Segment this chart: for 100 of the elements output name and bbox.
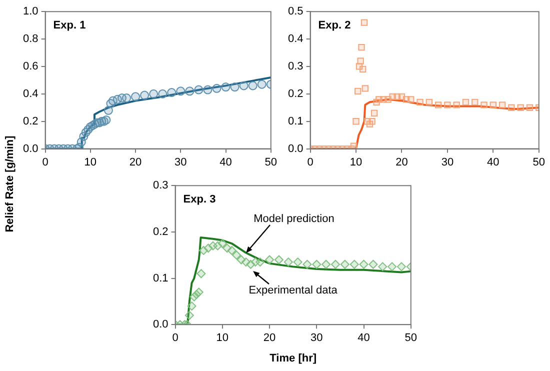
point bbox=[196, 269, 206, 278]
x-tick-label: 30 bbox=[441, 156, 454, 168]
point bbox=[239, 81, 248, 90]
text: Exp. 3 bbox=[183, 194, 216, 206]
x-tick-label: 50 bbox=[404, 332, 418, 344]
point bbox=[221, 82, 230, 92]
point bbox=[358, 44, 365, 51]
point bbox=[360, 66, 366, 73]
point bbox=[408, 96, 414, 103]
y-tick-label: 0.3 bbox=[152, 180, 168, 192]
x-tick-label: 10 bbox=[84, 156, 97, 168]
point bbox=[257, 80, 266, 89]
y-tick-label: 0.6 bbox=[22, 60, 38, 73]
point bbox=[368, 118, 376, 125]
point bbox=[284, 258, 293, 267]
y-tick-label: 0.0 bbox=[152, 318, 168, 331]
point bbox=[185, 86, 194, 96]
x-axis-title: Time [hr] bbox=[270, 352, 317, 364]
point bbox=[256, 258, 265, 267]
x-tick-label: 0 bbox=[172, 332, 178, 344]
point bbox=[416, 98, 424, 106]
x-tick-label: 50 bbox=[532, 156, 546, 168]
point bbox=[508, 104, 515, 111]
point bbox=[359, 260, 368, 269]
y-tick-label: 0.2 bbox=[22, 115, 38, 128]
point bbox=[498, 102, 506, 108]
y-tick-label: 0.0 bbox=[22, 142, 38, 155]
point bbox=[352, 118, 360, 125]
y-tick-label: 1.0 bbox=[22, 6, 38, 18]
x-tick-label: 40 bbox=[358, 332, 370, 344]
point bbox=[176, 86, 186, 96]
point bbox=[490, 102, 496, 108]
point bbox=[203, 85, 212, 94]
point bbox=[248, 81, 258, 90]
point bbox=[265, 255, 274, 264]
point bbox=[462, 98, 470, 106]
y-axis-title: Relief Rate [g/min] bbox=[4, 134, 16, 234]
y-tick-label: 0.1 bbox=[152, 272, 168, 284]
annotation: Model prediction bbox=[254, 212, 334, 225]
point bbox=[526, 104, 534, 111]
point bbox=[131, 92, 140, 102]
point bbox=[232, 250, 242, 260]
x-tick-label: 10 bbox=[216, 332, 229, 344]
text: Exp. 1 bbox=[53, 20, 86, 32]
point bbox=[187, 302, 196, 311]
point bbox=[104, 106, 113, 115]
point bbox=[444, 102, 451, 108]
x-tick-label: 20 bbox=[129, 156, 142, 168]
point bbox=[322, 260, 331, 269]
point bbox=[480, 102, 488, 108]
y-tick-label: 0.0 bbox=[288, 142, 304, 155]
point bbox=[453, 102, 460, 108]
x-tick-label: 10 bbox=[350, 156, 362, 168]
y-tick-label: 0.4 bbox=[288, 33, 304, 46]
point bbox=[140, 90, 150, 100]
x-tick-label: 50 bbox=[264, 156, 278, 168]
point bbox=[274, 255, 284, 264]
point bbox=[350, 142, 358, 149]
point bbox=[167, 88, 176, 98]
point bbox=[227, 246, 236, 255]
point bbox=[517, 104, 524, 111]
y-tick-label: 0.1 bbox=[288, 115, 304, 128]
point bbox=[340, 260, 350, 269]
point bbox=[194, 85, 204, 94]
point bbox=[370, 110, 378, 116]
point bbox=[330, 260, 340, 269]
point bbox=[396, 262, 406, 272]
point bbox=[302, 260, 312, 269]
point bbox=[378, 262, 388, 272]
y-tick-label: 0.4 bbox=[22, 88, 38, 100]
y-tick-label: 0.5 bbox=[288, 6, 304, 18]
point bbox=[293, 258, 302, 267]
point bbox=[354, 88, 362, 95]
y-tick-label: 0.2 bbox=[288, 88, 304, 100]
y-tick-label: 0.2 bbox=[152, 226, 168, 238]
point bbox=[149, 89, 158, 98]
point bbox=[388, 262, 397, 272]
text: Exp. 2 bbox=[318, 20, 351, 32]
x-tick-label: 0 bbox=[42, 156, 48, 168]
point bbox=[184, 310, 194, 320]
annotation: Experimental data bbox=[248, 284, 338, 296]
point bbox=[350, 260, 359, 269]
point bbox=[218, 239, 227, 248]
y-tick-label: 0.8 bbox=[22, 33, 38, 46]
x-tick-label: 30 bbox=[174, 156, 187, 168]
point bbox=[368, 260, 378, 269]
x-tick-label: 20 bbox=[263, 332, 276, 344]
point bbox=[357, 58, 364, 64]
y-tick-label: 0.3 bbox=[288, 60, 304, 73]
x-tick-label: 40 bbox=[487, 156, 500, 168]
point bbox=[212, 84, 222, 93]
x-tick-label: 0 bbox=[307, 156, 314, 168]
point bbox=[472, 98, 478, 106]
x-tick-label: 20 bbox=[396, 156, 408, 168]
point bbox=[102, 115, 111, 124]
point bbox=[122, 94, 132, 103]
x-tick-label: 30 bbox=[310, 332, 323, 344]
point bbox=[434, 102, 442, 108]
point bbox=[230, 82, 240, 92]
point bbox=[158, 89, 168, 98]
